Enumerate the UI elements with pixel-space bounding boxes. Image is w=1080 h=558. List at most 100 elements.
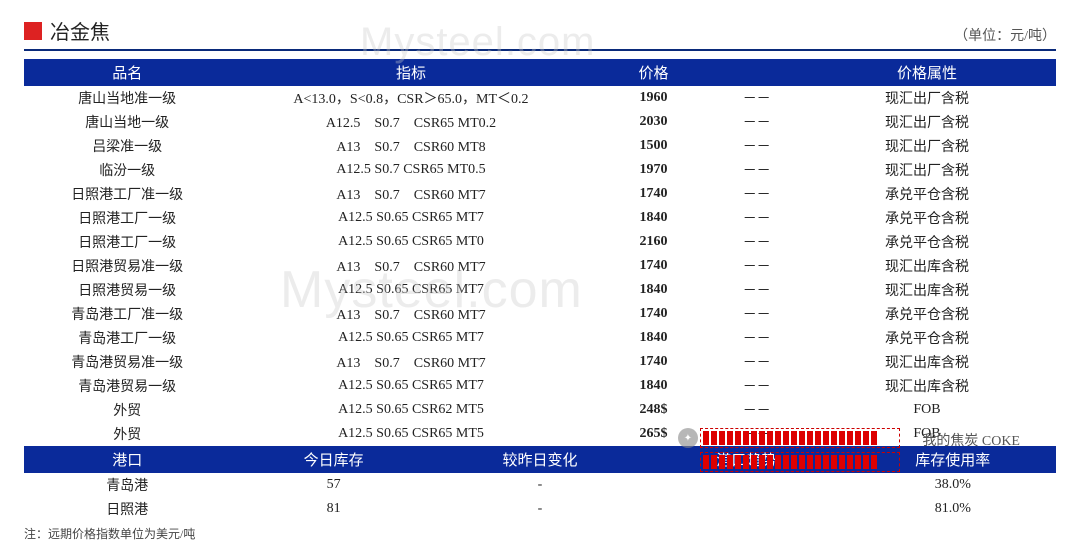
unit-label: （单位：元/吨） — [954, 25, 1056, 45]
table-cell: 1970 — [592, 158, 716, 182]
red-square-icon — [24, 22, 42, 40]
table-cell: A13 S0.7 CSR60 MT8 — [230, 134, 591, 158]
table-cell: 日照港贸易一级 — [24, 278, 230, 302]
table-row: 日照港81-81.0% — [24, 497, 1056, 521]
table-cell: －－ — [715, 302, 798, 326]
table-cell: 外贸 — [24, 398, 230, 422]
table-cell: A12.5 S0.7 CSR65 MT0.5 — [230, 158, 591, 182]
table-row: 日照港工厂准一级A13 S0.7 CSR60 MT71740－－承兑平仓含税 — [24, 182, 1056, 206]
table-cell: －－ — [715, 110, 798, 134]
table-cell: 青岛港工厂一级 — [24, 326, 230, 350]
table-cell: 现汇出库含税 — [798, 278, 1056, 302]
table-cell: A13 S0.7 CSR60 MT7 — [230, 254, 591, 278]
table-row: 日照港工厂一级A12.5 S0.65 CSR65 MT71840－－承兑平仓含税 — [24, 206, 1056, 230]
table-cell: 现汇出库含税 — [798, 254, 1056, 278]
table-cell: 1840 — [592, 326, 716, 350]
table-cell: 1840 — [592, 278, 716, 302]
table-cell: A12.5 S0.65 CSR65 MT7 — [230, 374, 591, 398]
port-table-header: 较昨日变化 — [437, 446, 643, 473]
table-cell: A13 S0.7 CSR60 MT7 — [230, 350, 591, 374]
table-cell: －－ — [715, 374, 798, 398]
table-cell: 日照港贸易准一级 — [24, 254, 230, 278]
table-row: 唐山当地一级A12.5 S0.7 CSR65 MT0.22030－－现汇出厂含税 — [24, 110, 1056, 134]
table-cell: －－ — [715, 254, 798, 278]
port-table-header: 今日库存 — [230, 446, 436, 473]
table-row: 青岛港贸易一级A12.5 S0.65 CSR65 MT71840－－现汇出库含税 — [24, 374, 1056, 398]
table-cell: 1840 — [592, 374, 716, 398]
table-cell: －－ — [715, 422, 798, 446]
table-row: 日照港贸易一级A12.5 S0.65 CSR65 MT71840－－现汇出库含税 — [24, 278, 1056, 302]
table-cell: FOB — [798, 398, 1056, 422]
table-row: 青岛港贸易准一级A13 S0.7 CSR60 MT71740－－现汇出库含税 — [24, 350, 1056, 374]
table-cell: 现汇出库含税 — [798, 350, 1056, 374]
price-table-header — [715, 59, 798, 86]
table-row: 外贸A12.5 S0.65 CSR62 MT5248$－－FOB — [24, 398, 1056, 422]
table-row: 吕梁准一级A13 S0.7 CSR60 MT81500－－现汇出厂含税 — [24, 134, 1056, 158]
table-cell: A12.5 S0.65 CSR65 MT5 — [230, 422, 591, 446]
table-cell: 承兑平仓含税 — [798, 230, 1056, 254]
table-cell: 日照港工厂一级 — [24, 206, 230, 230]
price-table-header: 价格属性 — [798, 59, 1056, 86]
table-cell: 现汇出库含税 — [798, 374, 1056, 398]
table-cell: 1740 — [592, 182, 716, 206]
table-row: 唐山当地准一级A<13.0，S<0.8，CSR＞65.0，MT＜0.21960－… — [24, 86, 1056, 110]
table-cell: A12.5 S0.65 CSR65 MT7 — [230, 326, 591, 350]
table-cell — [643, 497, 849, 521]
table-cell: A12.5 S0.7 CSR65 MT0.2 — [230, 110, 591, 134]
table-row: 青岛港工厂准一级A13 S0.7 CSR60 MT71740－－承兑平仓含税 — [24, 302, 1056, 326]
price-table-header: 指标 — [230, 59, 591, 86]
table-cell: - — [437, 497, 643, 521]
table-cell: 1500 — [592, 134, 716, 158]
table-cell: 日照港工厂一级 — [24, 230, 230, 254]
table-cell: 57 — [230, 473, 436, 497]
table-cell: - — [437, 473, 643, 497]
table-cell: －－ — [715, 134, 798, 158]
table-cell: 现汇出厂含税 — [798, 134, 1056, 158]
table-cell: －－ — [715, 398, 798, 422]
table-cell: 265$ — [592, 422, 716, 446]
table-cell: 1840 — [592, 206, 716, 230]
table-cell: 现汇出厂含税 — [798, 86, 1056, 110]
table-cell: －－ — [715, 326, 798, 350]
table-cell: －－ — [715, 158, 798, 182]
table-row: 青岛港57-38.0% — [24, 473, 1056, 497]
table-cell: 现汇出厂含税 — [798, 158, 1056, 182]
table-cell: 现汇出厂含税 — [798, 110, 1056, 134]
table-cell: A12.5 S0.65 CSR62 MT5 — [230, 398, 591, 422]
price-table: 品名指标价格价格属性 唐山当地准一级A<13.0，S<0.8，CSR＞65.0，… — [24, 59, 1056, 446]
table-cell: －－ — [715, 350, 798, 374]
table-row: 临汾一级A12.5 S0.7 CSR65 MT0.51970－－现汇出厂含税 — [24, 158, 1056, 182]
table-cell: 248$ — [592, 398, 716, 422]
table-cell: 承兑平仓含税 — [798, 182, 1056, 206]
table-cell: 81.0% — [850, 497, 1056, 521]
table-row: 日照港工厂一级A12.5 S0.65 CSR65 MT02160－－承兑平仓含税 — [24, 230, 1056, 254]
table-cell: －－ — [715, 206, 798, 230]
table-cell: 唐山当地准一级 — [24, 86, 230, 110]
table-cell: －－ — [715, 182, 798, 206]
table-row: 青岛港工厂一级A12.5 S0.65 CSR65 MT71840－－承兑平仓含税 — [24, 326, 1056, 350]
table-cell: A12.5 S0.65 CSR65 MT7 — [230, 206, 591, 230]
table-cell: 38.0% — [850, 473, 1056, 497]
section-title: 冶金焦 — [50, 16, 110, 45]
table-cell — [643, 473, 849, 497]
table-cell: 2030 — [592, 110, 716, 134]
table-cell: FOB — [798, 422, 1056, 446]
table-cell: 日照港工厂准一级 — [24, 182, 230, 206]
section-header: 冶金焦 （单位：元/吨） — [24, 16, 1056, 51]
table-cell: 唐山当地一级 — [24, 110, 230, 134]
table-cell: －－ — [715, 86, 798, 110]
table-cell: －－ — [715, 230, 798, 254]
table-cell: 青岛港贸易准一级 — [24, 350, 230, 374]
port-table-header: 库存使用率 — [850, 446, 1056, 473]
table-cell: 青岛港贸易一级 — [24, 374, 230, 398]
table-cell: 1740 — [592, 302, 716, 326]
table-cell: A13 S0.7 CSR60 MT7 — [230, 302, 591, 326]
table-cell: 承兑平仓含税 — [798, 326, 1056, 350]
table-cell: 承兑平仓含税 — [798, 206, 1056, 230]
port-table-header: 港口趋势 — [643, 446, 849, 473]
table-cell: A12.5 S0.65 CSR65 MT0 — [230, 230, 591, 254]
price-table-header: 价格 — [592, 59, 716, 86]
table-cell: 承兑平仓含税 — [798, 302, 1056, 326]
table-cell: 1960 — [592, 86, 716, 110]
table-row: 外贸A12.5 S0.65 CSR65 MT5265$－－FOB — [24, 422, 1056, 446]
